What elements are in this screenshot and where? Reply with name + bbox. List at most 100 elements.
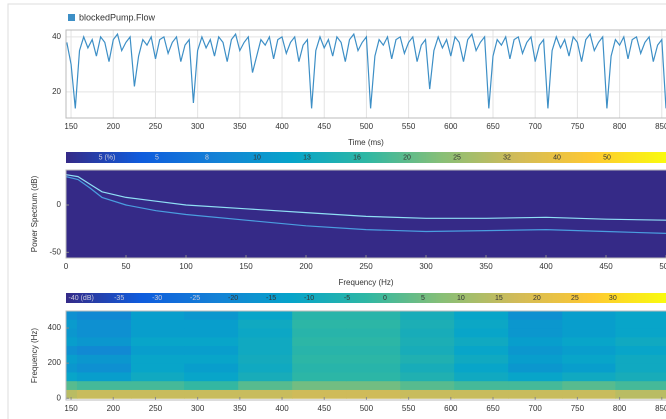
spectrogram-cell: [615, 336, 666, 347]
plot-background: [66, 170, 666, 258]
colorbar-label: 25: [571, 295, 579, 302]
x-tick-label: 600: [444, 122, 458, 131]
plot-frame: [65, 310, 666, 401]
spectrogram-cell: [508, 354, 563, 364]
colorbar-label: 32: [503, 154, 511, 161]
spectrogram-cell: [66, 311, 78, 320]
x-tick-label: 800: [613, 404, 627, 413]
spectrogram-cell: [184, 380, 239, 390]
spectrogram-cell: [454, 345, 509, 355]
spectrogram-cell: [454, 380, 509, 390]
colorbar-label: -40 (dB): [69, 295, 94, 302]
colorbar: [66, 293, 666, 303]
y-tick-label: 0: [57, 393, 62, 402]
x-tick-label: 750: [571, 404, 585, 413]
spectrogram-cell: [292, 336, 347, 347]
x-tick-label: 300: [191, 122, 205, 131]
spectrogram-cell: [130, 345, 185, 355]
spectrogram-cell: [238, 336, 293, 347]
x-tick-label: 150: [239, 262, 253, 271]
spectrogram-cell: [238, 371, 293, 382]
colorbar-label: -35: [114, 295, 124, 302]
x-tick-label: 150: [64, 404, 78, 413]
spectrogram-cell: [400, 380, 455, 390]
spectrogram-cell: [454, 328, 509, 338]
colorbar-label: 20: [403, 154, 411, 161]
spectrogram-cell: [76, 345, 132, 355]
spectrogram-cell: [292, 354, 347, 364]
spectrogram-cell: [292, 311, 347, 320]
spectrogram-cell: [454, 311, 509, 320]
spectrogram-cell: [508, 336, 563, 347]
spectrogram-cell: [292, 371, 347, 382]
y-tick-label: 0: [57, 200, 62, 209]
x-axis-label: Time (ms): [348, 138, 384, 147]
spectrogram-cell: [238, 319, 293, 329]
x-tick-label: 850: [655, 404, 666, 413]
x-tick-label: 400: [275, 122, 289, 131]
x-tick-label: 50: [122, 262, 131, 271]
spectrogram-cell: [508, 345, 563, 355]
colorbar-label: -15: [266, 295, 276, 302]
x-tick-label: 650: [486, 122, 500, 131]
x-tick-label: 550: [402, 404, 416, 413]
spectrogram-cell: [346, 319, 401, 329]
x-tick-label: 100: [179, 262, 193, 271]
spectrogram-cell: [130, 380, 185, 390]
spectrogram-cell: [76, 363, 132, 373]
colorbar-label: -20: [228, 295, 238, 302]
spectrogram-cell: [238, 380, 293, 390]
spectrogram-cell: [400, 319, 455, 329]
spectrogram-cell: [454, 389, 509, 399]
x-tick-label: 550: [402, 122, 416, 131]
spectrogram-cell: [238, 354, 293, 364]
x-tick-label: 500: [360, 122, 374, 131]
x-tick-label: 450: [318, 404, 332, 413]
x-tick-label: 600: [444, 404, 458, 413]
spectrogram-cell: [615, 354, 666, 364]
spectrogram-cell: [130, 371, 185, 382]
spectrogram-cell: [346, 311, 401, 320]
plot-frame: [65, 29, 666, 119]
spectrogram-cell: [238, 389, 293, 399]
y-axis-label: Frequency (Hz): [30, 328, 39, 383]
spectrogram-cell: [184, 371, 239, 382]
y-tick-label: 400: [48, 323, 62, 332]
spectrogram-cell: [76, 336, 132, 347]
spectrogram-cell: [346, 336, 401, 347]
plot-area: [66, 311, 666, 399]
spectrogram-cell: [292, 389, 347, 399]
spectrogram-cell: [346, 380, 401, 390]
x-tick-label: 200: [299, 262, 313, 271]
x-tick-label: 250: [149, 404, 163, 413]
x-tick-label: 450: [599, 262, 613, 271]
x-tick-label: 0: [64, 262, 69, 271]
x-tick-label: 750: [571, 122, 585, 131]
y-tick-label: 20: [52, 87, 61, 96]
spectrogram-cell: [66, 363, 78, 373]
series-line: [66, 176, 666, 234]
spectrogram-cell: [76, 328, 132, 338]
spectrogram-cell: [66, 354, 78, 364]
x-tick-label: 700: [529, 122, 543, 131]
colorbar-label: 8: [205, 154, 209, 161]
colorbar-label: 30: [609, 295, 617, 302]
spectrogram-cell: [292, 319, 347, 329]
spectrogram-cell: [346, 345, 401, 355]
spectrogram-cell: [76, 371, 132, 382]
colorbar-label: 10: [253, 154, 261, 161]
spectrogram-cell: [76, 311, 132, 320]
spectrogram-cell: [66, 389, 78, 399]
spectrogram-cell: [508, 328, 563, 338]
legend-swatch: [68, 14, 75, 21]
spectrogram-cell: [130, 389, 185, 399]
colorbar-label: 15: [495, 295, 503, 302]
spectrogram-cell: [292, 328, 347, 338]
spectrogram-cell: [615, 389, 666, 399]
spectrogram-cell: [346, 354, 401, 364]
spectrogram-cell: [238, 363, 293, 373]
spectrogram-cell: [615, 311, 666, 320]
x-tick-label: 400: [275, 404, 289, 413]
x-tick-label: 500: [360, 404, 374, 413]
